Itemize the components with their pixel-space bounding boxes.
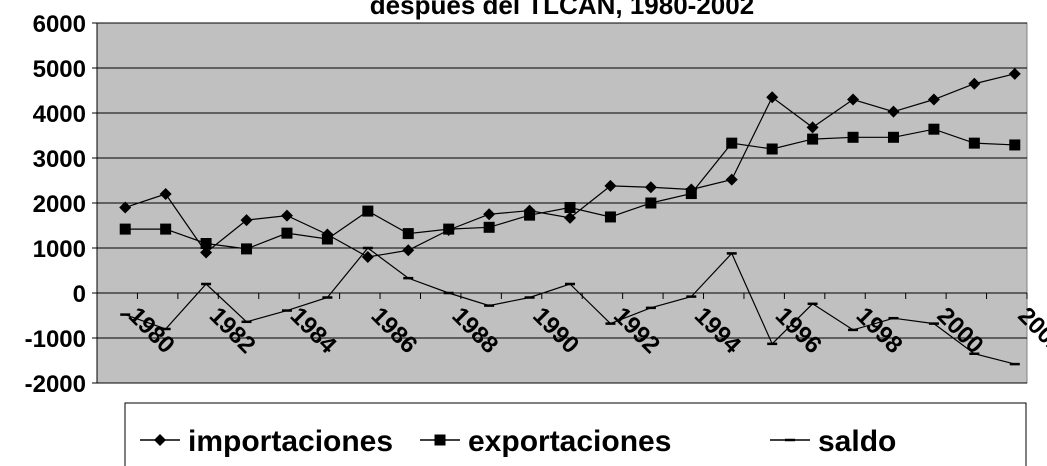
marker [766, 143, 778, 155]
marker [361, 251, 374, 263]
marker [362, 205, 374, 217]
marker [200, 246, 213, 259]
y-tick-label: 4000 [33, 101, 86, 128]
legend-label: exportaciones [468, 425, 671, 458]
marker [564, 211, 576, 224]
y-tick-label: 5000 [33, 56, 86, 83]
marker [241, 243, 253, 255]
marker [160, 223, 172, 235]
marker [443, 223, 455, 235]
marker [564, 202, 576, 213]
marker [159, 188, 172, 200]
marker [402, 228, 414, 240]
marker [119, 223, 131, 235]
y-tick-label: 1000 [33, 236, 86, 263]
y-tick-label: 6000 [33, 11, 86, 38]
marker [1008, 67, 1021, 80]
marker [321, 233, 333, 245]
y-tick-label: 0 [73, 281, 86, 308]
marker [685, 188, 697, 200]
marker [927, 93, 940, 106]
marker [524, 209, 536, 221]
marker [1009, 139, 1021, 151]
legend-label: saldo [818, 425, 896, 458]
marker [807, 133, 819, 145]
marker [483, 221, 495, 233]
marker [968, 77, 981, 90]
y-tick-label: -2000 [25, 371, 86, 398]
marker [847, 131, 859, 143]
marker [604, 211, 616, 223]
marker [847, 93, 860, 106]
marker [200, 238, 212, 249]
marker [434, 434, 446, 446]
marker [887, 131, 899, 143]
marker [280, 209, 293, 222]
y-tick-label: 2000 [33, 191, 86, 218]
marker [240, 214, 253, 227]
marker [806, 121, 819, 134]
y-tick-label: 3000 [33, 146, 86, 173]
marker [154, 434, 166, 446]
legend [124, 402, 1027, 466]
marker [726, 137, 738, 149]
marker [725, 173, 738, 186]
marker [402, 244, 415, 257]
legend-label: importaciones [188, 425, 393, 458]
chart-title: después del TLCAN, 1980-2002 [370, 0, 754, 20]
y-tick-label: -1000 [25, 326, 86, 353]
marker [645, 197, 657, 209]
marker [928, 123, 940, 135]
marker [766, 91, 779, 104]
marker [644, 181, 657, 194]
marker [968, 137, 980, 149]
marker [119, 201, 132, 214]
marker [604, 179, 617, 192]
marker [281, 227, 293, 239]
marker [887, 105, 900, 118]
marker [483, 208, 496, 221]
